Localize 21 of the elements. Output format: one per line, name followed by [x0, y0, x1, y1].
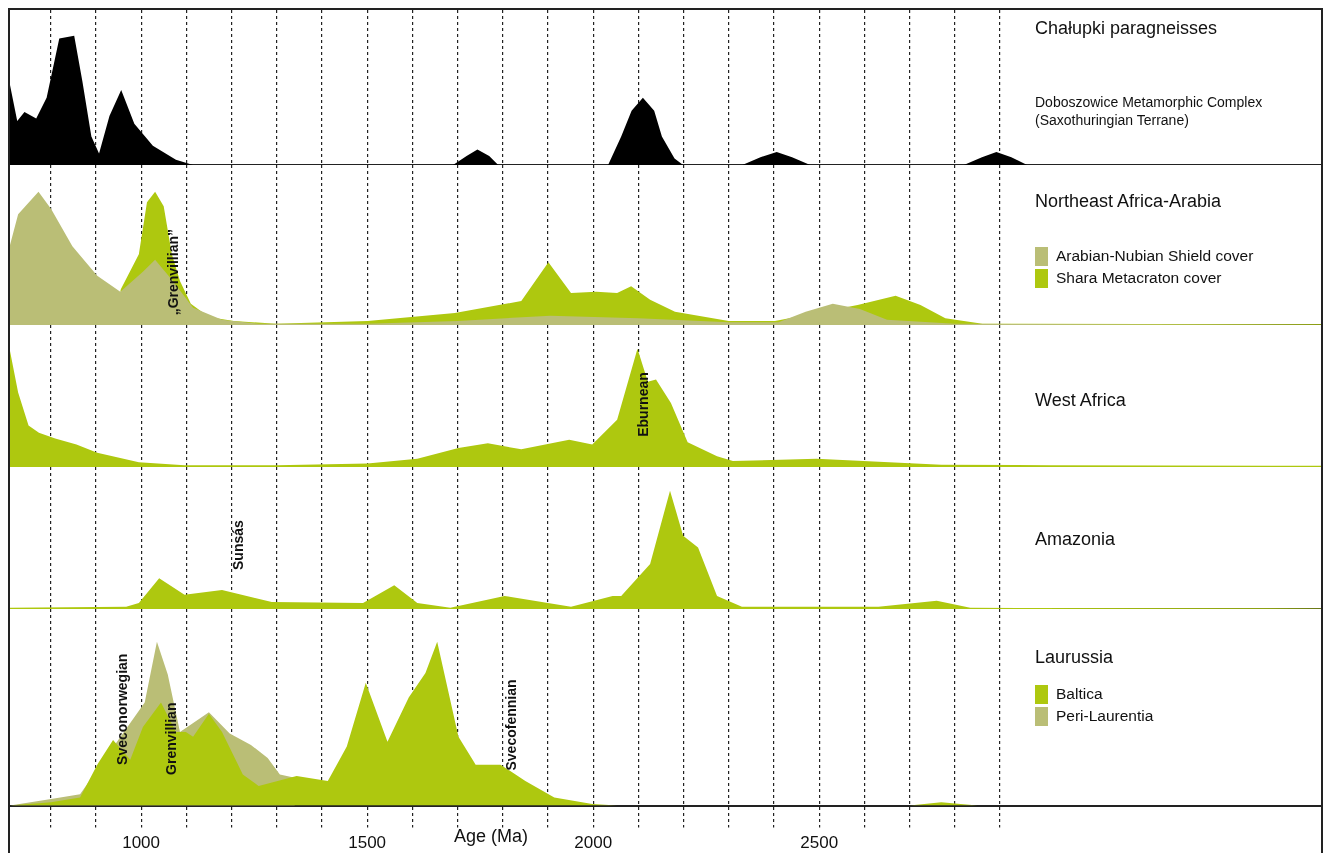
chart-title: Chałupki paragneisses: [1035, 18, 1218, 39]
annotation: „Grenvillian”: [164, 229, 181, 316]
x-tick-label: 1000: [122, 833, 161, 853]
chart-title: Northeast Africa-Arabia: [1035, 191, 1222, 212]
x-tick-label: 2000: [574, 833, 613, 853]
legend-label: Peri-Laurentia: [1056, 707, 1154, 725]
text: Doboszowice Metamorphic Complex (Saxothuringian Terrane): [1035, 93, 1264, 129]
text: Amazonia: [1035, 529, 1116, 550]
annotation: Svecofennian: [502, 679, 519, 771]
annotation: Sveconorwegian: [113, 653, 130, 765]
annotation: Sunsás: [230, 519, 247, 571]
legend-label: Arabian-Nubian Shield cover: [1056, 247, 1254, 265]
chart-title: Laurussia: [1035, 647, 1114, 668]
x-axis-title: Age (Ma): [453, 826, 529, 847]
text: West Africa: [1035, 390, 1126, 411]
legend-label: Shara Metacraton cover: [1056, 269, 1222, 287]
x-tick-label: 2500: [800, 833, 839, 853]
legend-label: Baltica: [1056, 685, 1103, 703]
annotation: Eburnean: [635, 372, 652, 437]
x-tick-label: 1500: [348, 833, 387, 853]
annotation: Grenvillian: [163, 702, 180, 775]
